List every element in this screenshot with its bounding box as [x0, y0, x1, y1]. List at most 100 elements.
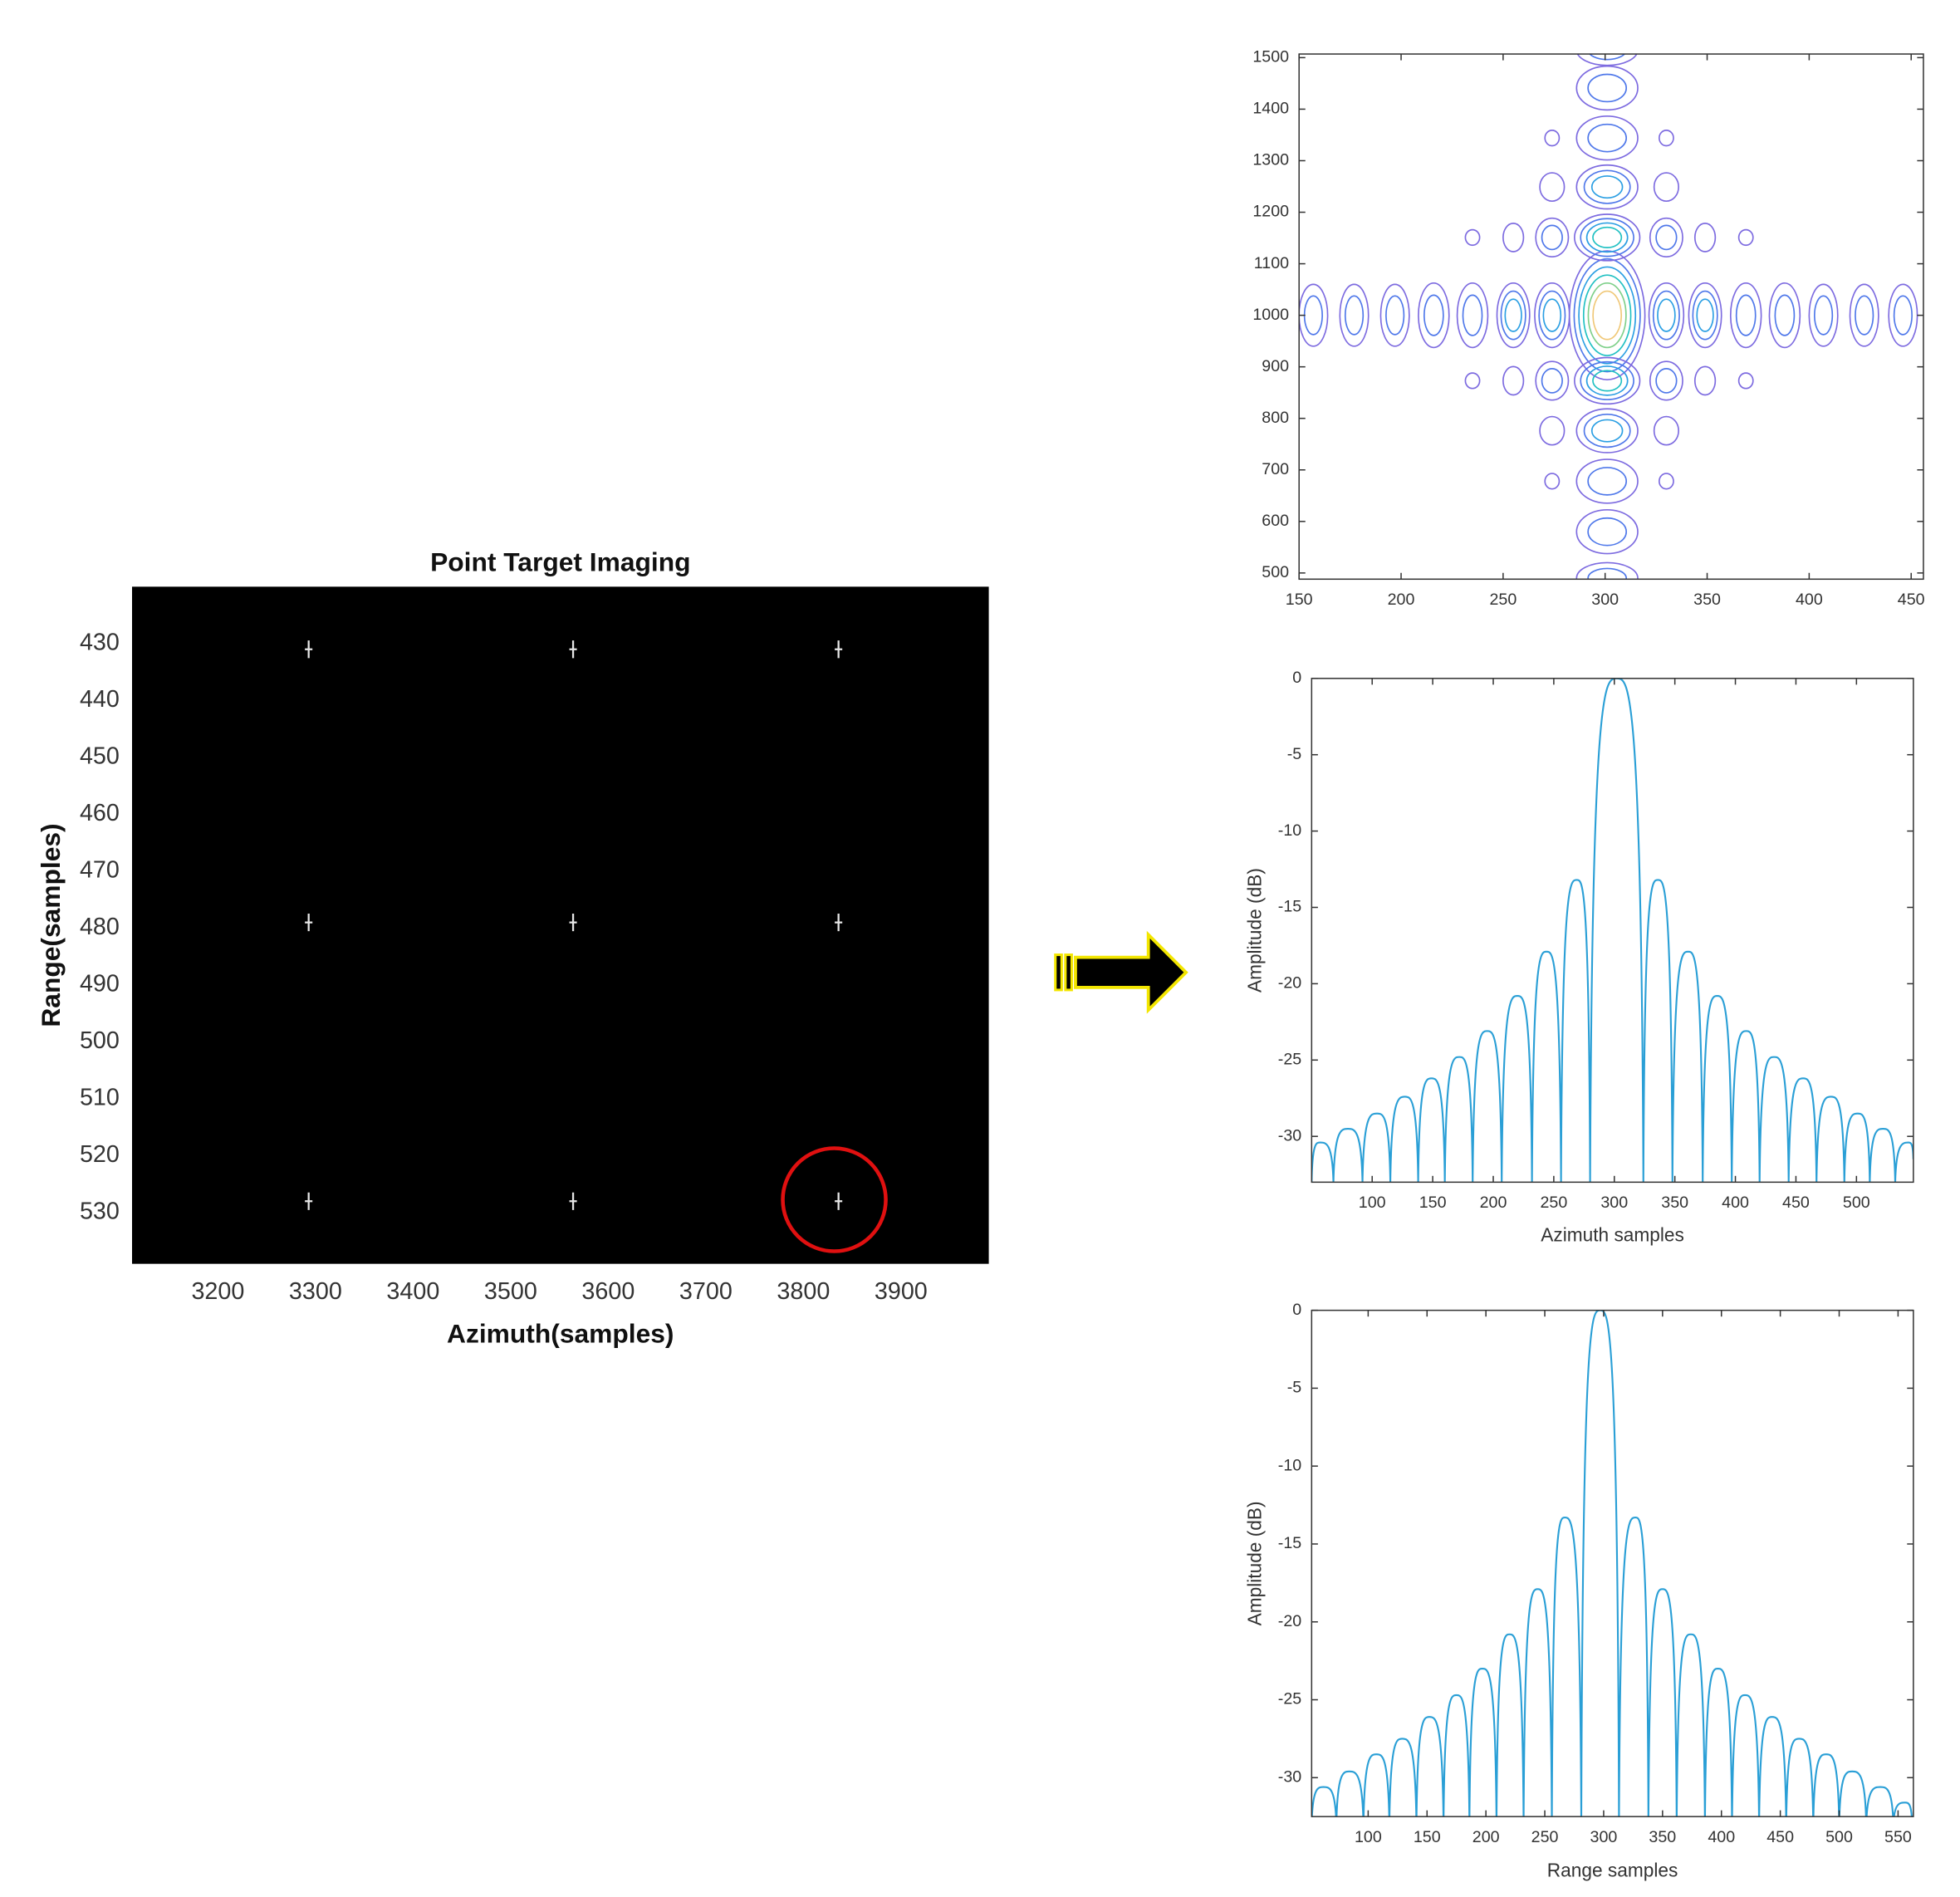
x-tick-label: 3300	[289, 1278, 342, 1305]
y-tick-label: 450	[80, 743, 120, 770]
y-axis-label: Range(samples)	[36, 823, 66, 1027]
y-tick-label: 1100	[1254, 254, 1289, 272]
chart-contour: 150 200 250 300 350 400 450 500 600 700 800 900 1000…	[1252, 48, 1924, 610]
contour-line	[1587, 282, 1627, 349]
y-tick-label: 470	[80, 857, 120, 884]
y-tick-label: -10	[1278, 821, 1301, 840]
contour-line	[1592, 290, 1623, 341]
contour-line	[1303, 295, 1323, 336]
contour-line	[1893, 295, 1913, 336]
y-tick-label: -20	[1278, 1612, 1301, 1630]
contour-line	[1456, 282, 1489, 349]
y-axis-label: Amplitude (dB)	[1244, 1501, 1266, 1625]
y-tick-label: -25	[1278, 1690, 1301, 1708]
x-axis-label: Azimuth samples	[1541, 1223, 1684, 1245]
x-tick-label: 500	[1843, 1194, 1870, 1212]
contour-line	[1657, 298, 1676, 332]
point-target	[835, 1192, 843, 1210]
point-target	[835, 914, 843, 932]
contour-line	[1774, 294, 1796, 336]
contour-line	[1587, 467, 1628, 496]
x-tick-label: 200	[1472, 1828, 1500, 1846]
contour-line	[1575, 115, 1639, 161]
x-tick-label: 100	[1359, 1194, 1386, 1212]
x-tick-label: 100	[1355, 1828, 1382, 1846]
plot-frame	[1311, 678, 1914, 1184]
x-tick-label: 250	[1531, 1828, 1559, 1846]
contour-line	[1693, 365, 1717, 396]
y-tick-label: 1300	[1252, 151, 1289, 169]
x-tick-label: 450	[1782, 1194, 1810, 1212]
x-tick-label: 300	[1600, 1194, 1628, 1212]
point-target	[305, 640, 313, 659]
y-tick-label: 500	[1262, 563, 1289, 581]
contour-line	[1888, 283, 1918, 347]
contour-line	[1655, 368, 1678, 394]
contour-line	[1648, 282, 1685, 349]
y-tick-label: 430	[80, 629, 120, 655]
y-tick-label: -5	[1287, 745, 1302, 763]
y-tick-label: 900	[1262, 357, 1289, 375]
contour-line	[1534, 282, 1570, 349]
x-tick-label: 3700	[679, 1278, 733, 1305]
y-axis-label: Amplitude (dB)	[1244, 868, 1266, 993]
contour-line	[1688, 282, 1722, 349]
contour-line	[1568, 250, 1646, 381]
contour-line	[1541, 224, 1563, 251]
contour-line	[1585, 222, 1629, 253]
y-tick-label: 0	[1292, 669, 1301, 687]
y-tick-label: 800	[1262, 409, 1289, 427]
contour-line	[1379, 283, 1410, 347]
plot-area	[1311, 1310, 1913, 1817]
contour-line	[1590, 175, 1624, 199]
contour-line	[1592, 370, 1623, 392]
x-tick-label: 3800	[777, 1278, 830, 1305]
y-tick-label: -30	[1278, 1767, 1301, 1786]
contour-line	[1385, 295, 1405, 336]
chart-title: Point Target Imaging	[430, 547, 690, 577]
y-tick-label: 700	[1262, 460, 1289, 478]
contour-line	[1735, 294, 1757, 336]
contour-line	[1575, 164, 1639, 210]
contour-line	[1849, 283, 1879, 347]
x-tick-label: 150	[1414, 1828, 1441, 1846]
x-tick-label: 300	[1590, 1828, 1618, 1846]
line-series	[1311, 1310, 1913, 1817]
contour-line	[1652, 290, 1680, 341]
x-tick-label: 250	[1489, 591, 1517, 609]
contour-line	[1649, 217, 1683, 258]
contour-line	[1423, 294, 1444, 336]
point-target	[569, 640, 577, 659]
contour-line	[1729, 282, 1762, 349]
y-tick-label: 500	[80, 1027, 120, 1054]
y-tick-label: -5	[1287, 1379, 1302, 1397]
arrow	[1054, 930, 1188, 1014]
y-tick-label: 460	[80, 800, 120, 826]
x-tick-label: 450	[1766, 1828, 1794, 1846]
contour-line	[1502, 365, 1525, 396]
point-target	[569, 914, 577, 932]
x-tick-label: 3900	[875, 1278, 928, 1305]
contour-line	[1808, 283, 1839, 347]
y-tick-label: -15	[1278, 898, 1301, 916]
contour-line	[1574, 213, 1641, 262]
contour-line	[1658, 473, 1674, 490]
x-tick-label: 3500	[484, 1278, 537, 1305]
contour-line	[1574, 356, 1641, 405]
contour-line	[1539, 172, 1566, 203]
contour-line	[1589, 54, 1626, 61]
point-target	[835, 640, 843, 659]
x-axis-label: Azimuth(samples)	[447, 1318, 674, 1348]
contour-line	[1583, 413, 1631, 449]
contour-line	[1464, 372, 1481, 390]
point-target	[305, 914, 313, 932]
contour-line	[1575, 408, 1639, 453]
charts: 3200 3300 3400 3500 3600 3700 3800 390043044045…	[36, 48, 1925, 1881]
contour-line	[1576, 54, 1638, 66]
contour-line	[1653, 415, 1679, 446]
y-tick-label: 490	[80, 971, 120, 998]
contour-line	[1339, 283, 1370, 347]
x-tick-label: 150	[1286, 591, 1313, 609]
contour-line	[1575, 509, 1639, 555]
